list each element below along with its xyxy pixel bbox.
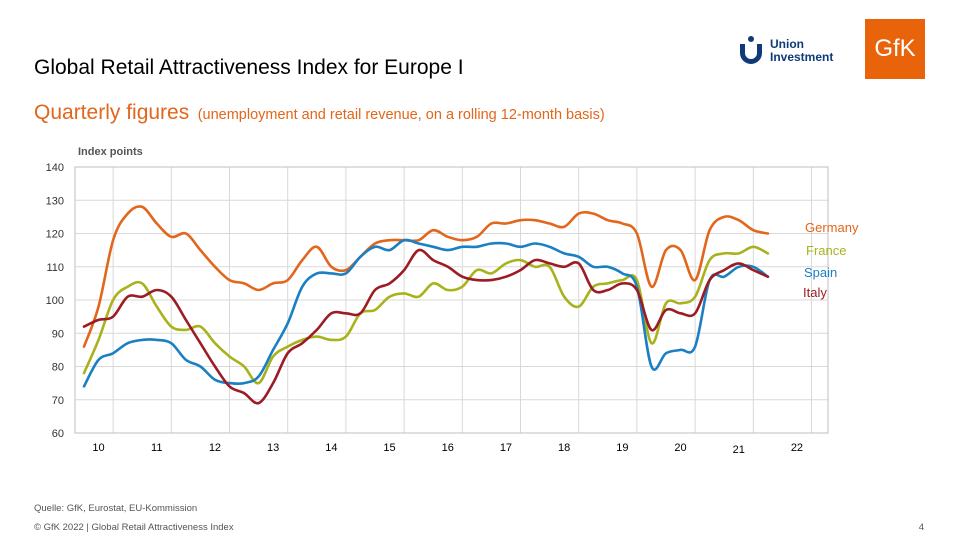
page-subtitle: Quarterly figures (unemployment and reta… <box>34 101 605 125</box>
y-tick-label: 100 <box>46 295 64 307</box>
x-tick-label: 14 <box>325 442 337 454</box>
series-line-germany <box>82 205 770 348</box>
x-tick-label: 17 <box>500 442 512 454</box>
y-tick-label: 140 <box>46 162 64 174</box>
gfk-wordmark: GfK <box>874 35 916 62</box>
copyright-note: © GfK 2022 | Global Retail Attractivenes… <box>34 522 234 533</box>
x-tick-label: 19 <box>616 442 628 454</box>
y-axis-label: Index points <box>78 146 143 158</box>
source-note: Quelle: GfK, Eurostat, EU-Kommission <box>34 503 198 514</box>
x-tick-label: 20 <box>674 442 686 454</box>
series-line-spain <box>82 238 770 388</box>
x-tick-label: 15 <box>383 442 395 454</box>
y-tick-label: 120 <box>46 229 64 241</box>
y-tick-label: 90 <box>52 328 64 340</box>
chart-series <box>82 205 770 405</box>
x-tick-label: 22 <box>791 442 803 454</box>
x-tick-label: 10 <box>92 442 104 454</box>
x-tick-label: 18 <box>558 442 570 454</box>
y-tick-label: 110 <box>46 262 64 274</box>
union-investment-wordmark: Union Investment <box>770 37 834 64</box>
plot-frame <box>74 166 829 434</box>
y-tick-label: 70 <box>52 395 64 407</box>
chart-grid <box>75 166 828 434</box>
y-tick-label: 80 <box>52 362 64 374</box>
series-label-spain: Spain <box>804 265 837 280</box>
union-investment-logo: Union Investment <box>737 35 849 67</box>
y-tick-label: 60 <box>52 428 64 440</box>
x-tick-label: 21 <box>733 444 745 456</box>
series-label-germany: Germany <box>805 220 859 235</box>
series-line-france <box>82 245 770 385</box>
page-number: 4 <box>918 522 924 533</box>
union-investment-icon <box>740 36 762 64</box>
x-tick-label: 16 <box>442 442 454 454</box>
gfk-logo: GfK <box>865 19 925 79</box>
chart-labels: Germany France Spain Italy <box>803 220 859 300</box>
y-tick-label: 130 <box>46 195 64 207</box>
page-title: Global Retail Attractiveness Index for E… <box>34 56 464 79</box>
x-tick-label: 12 <box>209 442 221 454</box>
x-tick-label: 13 <box>267 442 279 454</box>
series-label-italy: Italy <box>803 285 827 300</box>
series-line-italy <box>82 248 770 405</box>
subtitle-main: Quarterly figures <box>34 101 190 124</box>
chart-axes: 60 70 80 90 100 110 120 130 140 10 11 12 13 14 15 16 17 1… <box>46 146 829 456</box>
subtitle-note: (unemployment and retail revenue, on a r… <box>197 107 605 123</box>
series-label-france: France <box>806 243 846 258</box>
x-tick-label: 11 <box>151 442 162 454</box>
